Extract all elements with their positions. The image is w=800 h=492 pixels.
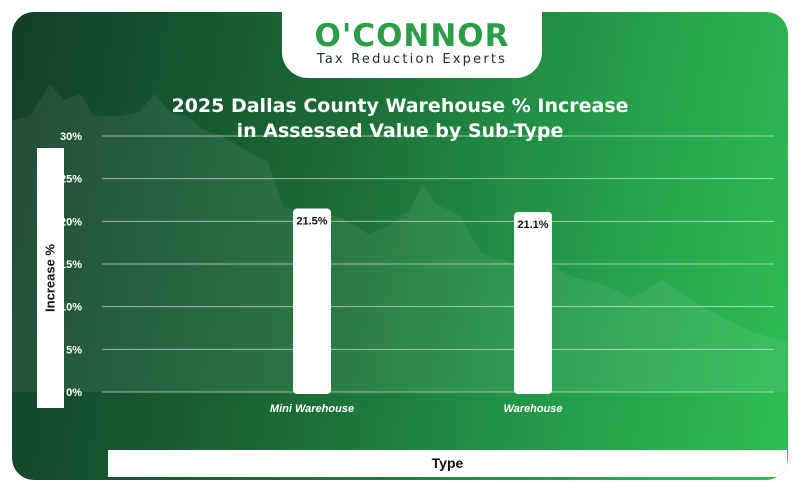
chart-title: 2025 Dallas County Warehouse % Increase … [12,94,788,144]
data-label: 21.5% [296,216,327,228]
chart-title-line2: in Assessed Value by Sub-Type [236,120,564,142]
chart-title-line1: 2025 Dallas County Warehouse % Increase [171,95,629,117]
background-skyline [12,84,788,392]
brand-logo: O'CONNOR Tax Reduction Experts [282,12,542,78]
x-tick-label: Mini Warehouse [270,403,354,415]
y-axis-label: Increase % [42,244,58,312]
y-tick-label: 15% [60,259,82,271]
brand-tagline: Tax Reduction Experts [316,52,508,67]
bar-warehouse [514,211,552,394]
y-tick-label: 10% [60,302,82,314]
y-tick-label: 0% [66,387,82,399]
y-axis-label-box [37,148,64,408]
y-tick-label: 30% [60,131,82,143]
x-tick-label: Warehouse [503,403,562,415]
y-tick-label: 20% [60,216,82,228]
y-tick-label: 5% [66,344,82,356]
bar-mini-warehouse [293,208,331,394]
data-label: 21.1% [517,219,548,231]
chart-canvas: 0% 5% 10% 15% 20% 25% 30% 21.5% Mini Warehouse 2… [12,84,788,415]
brand-name: O'CONNOR [314,18,510,54]
y-tick-label: 25% [60,174,82,186]
x-axis-label: Type [108,450,787,477]
chart-card: 0% 5% 10% 15% 20% 25% 30% 21.5% Mini Warehouse 2… [12,12,788,480]
